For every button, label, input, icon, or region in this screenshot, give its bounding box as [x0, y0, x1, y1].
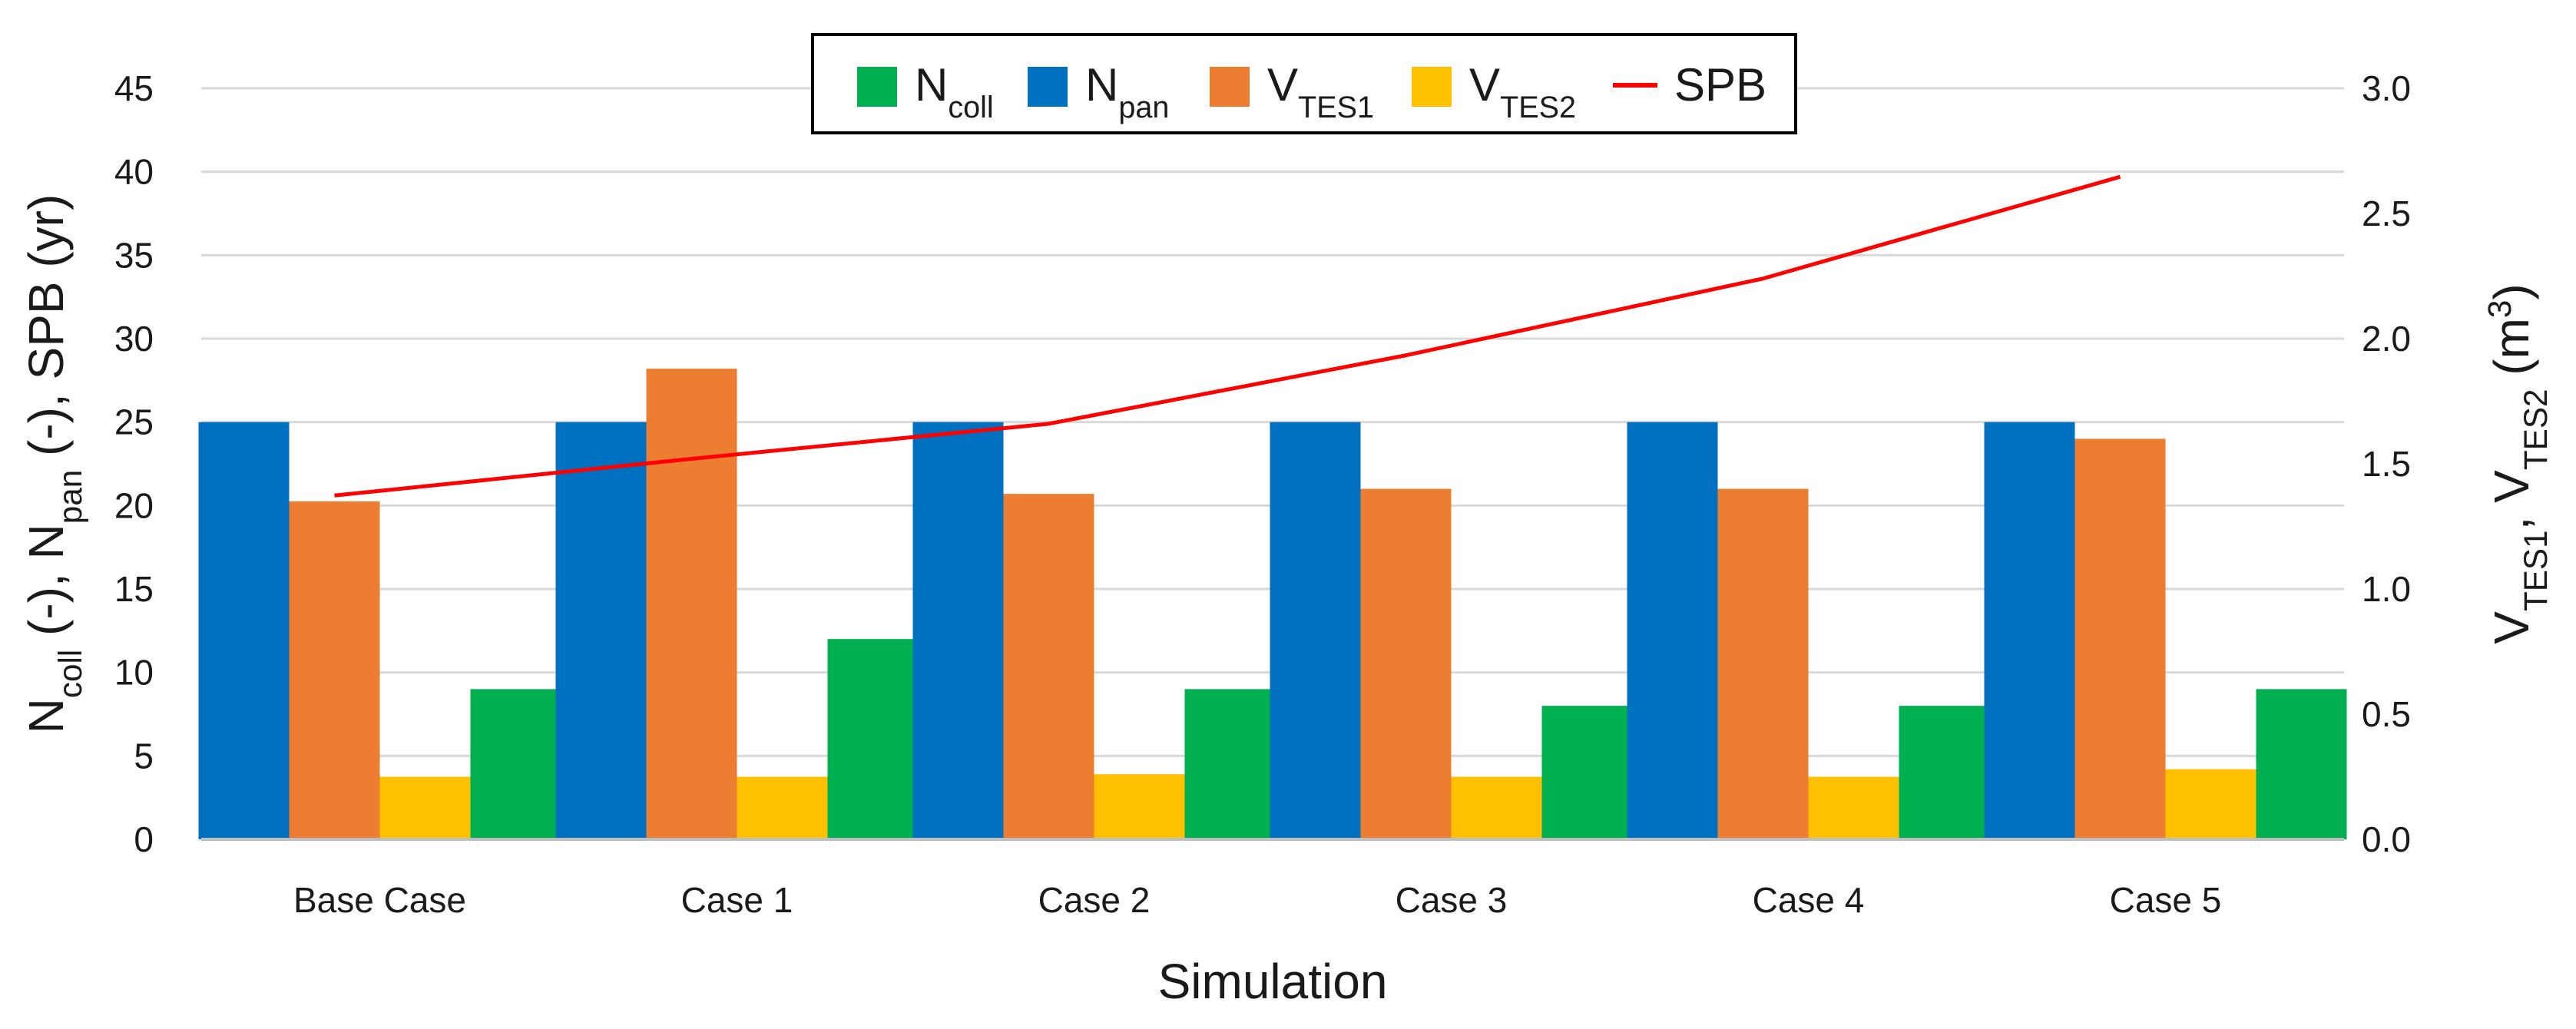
bar-n-pan	[198, 422, 290, 839]
spb-series-line	[334, 174, 2121, 498]
bars	[198, 369, 2347, 839]
legend-v-tes1-label-part: TES1	[1298, 91, 1374, 124]
legend-n-coll-swatch	[857, 67, 897, 107]
legend: Ncoll Npan VTES1 VTES2 SPB	[811, 33, 1797, 134]
x-tick-label: Case 5	[2110, 880, 2222, 920]
bar-v-tes2	[737, 776, 828, 839]
bar-v-tes1	[1717, 488, 1809, 839]
legend-n-coll-label: Ncoll	[915, 59, 994, 124]
axes: 0 5 10 15 20 25 30 35 40 45 0.0 0.5 1.0 1.5 2.0 2.5 3.0 B…	[18, 68, 2554, 1009]
y-left-axis-title-part: coll	[52, 650, 88, 698]
y-right-axis-title-part: TES2	[2518, 389, 2554, 471]
legend-n-coll-label-part: N	[915, 59, 948, 111]
legend-n-pan-swatch	[1028, 67, 1068, 107]
legend-n-pan-label-part: N	[1085, 59, 1118, 111]
bar-n-coll	[2256, 689, 2347, 839]
bar-n-pan	[1270, 422, 1361, 839]
x-tick-label: Case 4	[1753, 880, 1865, 920]
y-right-tick-label: 2.0	[2362, 319, 2411, 359]
x-tick-label: Case 3	[1396, 880, 1508, 920]
y-left-axis-title-part: (-), SPB (yr)	[18, 194, 74, 470]
legend-v-tes1-swatch	[1210, 67, 1250, 107]
bar-n-coll	[827, 639, 919, 839]
bar-n-pan	[912, 422, 1004, 839]
x-tick-label: Case 1	[681, 880, 793, 920]
y-right-tick-label: 0.0	[2362, 819, 2411, 859]
y-left-axis-title-part: pan	[52, 470, 88, 524]
legend-n-coll-label-part: coll	[948, 91, 993, 124]
bar-v-tes2	[1451, 776, 1542, 839]
bar-v-tes2	[1808, 776, 1899, 839]
bar-n-coll	[1184, 689, 1276, 839]
bar-v-tes1	[2074, 438, 2166, 839]
y-left-axis-title-part: (-), N	[18, 524, 74, 650]
y-left-axis-title-part: N	[18, 698, 74, 733]
bar-v-tes2	[1094, 774, 1185, 839]
bar-n-pan	[555, 422, 647, 839]
y-left-title-group: Ncoll (-), Npan (-), SPB (yr)	[18, 194, 88, 734]
legend-v-tes2-label: VTES2	[1469, 59, 1576, 124]
x-tick-label: Base Case	[293, 880, 466, 920]
bar-n-coll	[1541, 706, 1633, 839]
y-right-axis-title-part: )	[2484, 283, 2539, 299]
y-left-axis-title: Ncoll (-), Npan (-), SPB (yr)	[18, 194, 88, 734]
y-left-tick-label: 20	[114, 485, 154, 525]
bar-n-coll	[1899, 706, 1990, 839]
y-right-axis-title-part: , V	[2484, 470, 2539, 531]
y-left-tick-label: 0	[134, 819, 154, 859]
bar-n-pan	[1984, 422, 2075, 839]
y-right-title-group: VTES1, VTES2 (m3)	[2482, 283, 2554, 644]
y-right-tick-label: 3.0	[2362, 68, 2411, 108]
y-left-tick-label: 25	[114, 402, 154, 442]
y-right-axis-title-part: 3	[2482, 300, 2518, 319]
bar-v-tes1	[289, 501, 380, 839]
legend-v-tes1-label-part: V	[1267, 59, 1298, 111]
legend-spb-label: SPB	[1674, 59, 1766, 111]
bar-n-coll	[470, 689, 561, 839]
y-left-tick-label: 40	[114, 152, 154, 192]
y-right-tick-label: 2.5	[2362, 194, 2411, 233]
y-left-tick-label: 45	[114, 68, 154, 108]
legend-n-pan-label: Npan	[1085, 59, 1169, 124]
y-right-axis-title-part: TES1	[2518, 530, 2554, 611]
y-left-tick-label: 35	[114, 235, 154, 275]
legend-v-tes2-label-part: V	[1469, 59, 1500, 111]
bar-v-tes1	[1003, 494, 1094, 839]
y-right-tick-label: 1.5	[2362, 444, 2411, 484]
bar-v-tes1	[1360, 488, 1452, 839]
y-left-tick-label: 30	[114, 319, 154, 359]
spb-line	[334, 174, 2121, 498]
y-left-tick-label: 5	[134, 736, 154, 776]
legend-v-tes1-label: VTES1	[1267, 59, 1374, 124]
y-left-tick-label: 10	[114, 653, 154, 693]
y-right-axis-title-part: V	[2484, 611, 2539, 644]
legend-v-tes2-swatch	[1412, 67, 1452, 107]
y-right-tick-label: 0.5	[2362, 694, 2411, 734]
y-right-axis-title-part: (m	[2484, 318, 2539, 389]
legend-v-tes2-label-part: TES2	[1500, 91, 1576, 124]
y-left-tick-label: 15	[114, 569, 154, 609]
legend-n-pan-label-part: pan	[1118, 91, 1169, 124]
legend-spb-label-part: SPB	[1674, 59, 1766, 111]
bar-v-tes1	[646, 369, 737, 839]
x-axis-title: Simulation	[1158, 954, 1388, 1009]
y-right-axis-title: VTES1, VTES2 (m3)	[2482, 283, 2554, 644]
bar-v-tes2	[379, 776, 471, 839]
x-tick-label: Case 2	[1038, 880, 1151, 920]
bar-n-pan	[1627, 422, 1718, 839]
bar-v-tes2	[2165, 769, 2256, 839]
y-right-tick-label: 1.0	[2362, 569, 2411, 609]
